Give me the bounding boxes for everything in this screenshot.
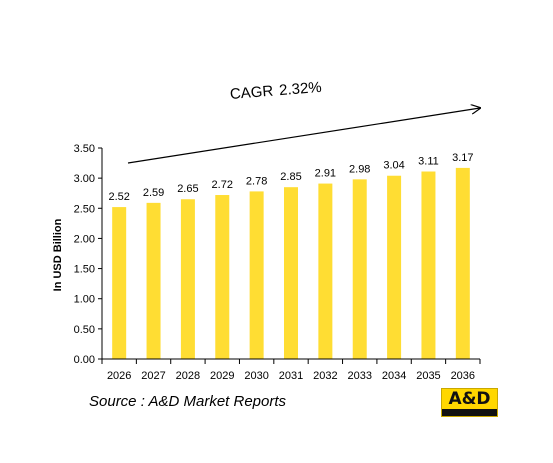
y-tick-label: 3.50 <box>74 143 95 155</box>
cagr-label: CAGR <box>229 82 274 103</box>
data-label-2031: 2.85 <box>280 171 301 183</box>
data-label-2030: 2.78 <box>246 175 267 187</box>
x-tick-label-2030: 2030 <box>244 370 268 382</box>
data-label-2035: 3.11 <box>418 156 439 168</box>
bar-2033 <box>352 179 367 359</box>
x-tick-label-2029: 2029 <box>210 370 234 382</box>
data-label-2026: 2.52 <box>108 191 129 203</box>
bar-2026 <box>112 207 127 359</box>
x-tick-label-2027: 2027 <box>141 370 165 382</box>
data-label-2036: 3.17 <box>452 152 473 164</box>
bar-2036 <box>455 167 470 359</box>
bar-2029 <box>215 195 230 359</box>
y-tick-label: 2.50 <box>74 203 95 215</box>
bar-2035 <box>421 171 436 359</box>
x-tick-label-2034: 2034 <box>382 370 406 382</box>
y-tick-label: 1.50 <box>74 264 95 276</box>
y-tick-label: 0.00 <box>74 354 95 366</box>
bar-2030 <box>249 191 264 359</box>
data-labels-group: 2.52 2.59 2.65 2.72 2.78 2.85 2.91 2.98 3.04 3.11… <box>108 152 473 203</box>
cagr-value: 2.32% <box>278 78 323 100</box>
x-tick-label-2032: 2032 <box>313 370 337 382</box>
y-tick-label: 3.00 <box>74 173 95 185</box>
x-tick-label-2033: 2033 <box>347 370 371 382</box>
data-label-2028: 2.65 <box>177 183 198 195</box>
x-axis: 2026 2027 2028 2029 2030 2031 2032 2033 2034 2035… <box>101 358 481 382</box>
x-tick-label-2036: 2036 <box>451 370 475 382</box>
bar-2027 <box>146 202 161 359</box>
cagr-trend-arrow <box>127 108 480 164</box>
y-tick-label: 2.00 <box>74 233 95 245</box>
y-axis: 0.00 0.50 1.00 1.50 2.00 2.50 3.00 3.50 <box>74 143 103 366</box>
x-tick-label-2035: 2035 <box>416 370 440 382</box>
data-label-2033: 2.98 <box>349 163 370 175</box>
data-label-2029: 2.72 <box>212 179 233 191</box>
x-tick-label-2031: 2031 <box>279 370 303 382</box>
bar-2031 <box>284 187 298 359</box>
data-label-2034: 3.04 <box>383 160 404 172</box>
brand-logo: A&D <box>441 388 498 417</box>
x-tick-label-2026: 2026 <box>107 370 131 382</box>
y-tick-label: 1.00 <box>74 294 95 306</box>
logo-strip <box>442 409 497 416</box>
bar-2028 <box>180 199 195 359</box>
bar-2034 <box>387 175 402 359</box>
logo-mark: A&D <box>448 389 491 409</box>
bar-2032 <box>318 183 333 359</box>
bars-group <box>112 167 470 359</box>
data-label-2027: 2.59 <box>143 187 164 199</box>
x-tick-label-2028: 2028 <box>176 370 200 382</box>
data-label-2032: 2.91 <box>315 168 336 180</box>
y-axis-title: In USD Billion <box>52 218 64 291</box>
y-tick-label: 0.50 <box>74 324 95 336</box>
source-note: Source : A&D Market Reports <box>89 393 287 410</box>
